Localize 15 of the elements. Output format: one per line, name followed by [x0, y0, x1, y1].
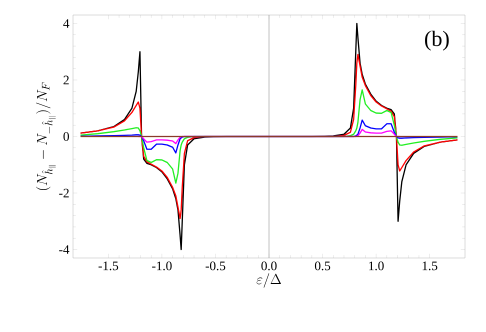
x-tick-label: -1.5 — [98, 262, 118, 270]
y-tick-label: 2 — [64, 76, 69, 84]
y-tick-label: -2 — [59, 188, 69, 198]
x-tick-label: -0.5 — [206, 262, 226, 270]
y-tick-label: 0 — [63, 132, 69, 141]
x-tick-label: 1.0 — [369, 262, 384, 270]
annotation: (b) — [425, 30, 449, 51]
y-tick-label: -4 — [59, 245, 70, 254]
x-tick-label: 0.5 — [314, 262, 330, 270]
y-tick-label: 4 — [63, 19, 70, 28]
x-tick-label: 0.0 — [261, 262, 277, 270]
x-tick-label: 1.5 — [422, 262, 438, 270]
x-tick-label: -1.0 — [152, 262, 172, 270]
y-axis-title: $(N_{\hat{h}_\parallel}-N_{-\hat{h}_\parallel})/N_F$ — [36, 82, 56, 190]
x-axis-title: $\varepsilon/\Delta$ — [256, 273, 282, 288]
